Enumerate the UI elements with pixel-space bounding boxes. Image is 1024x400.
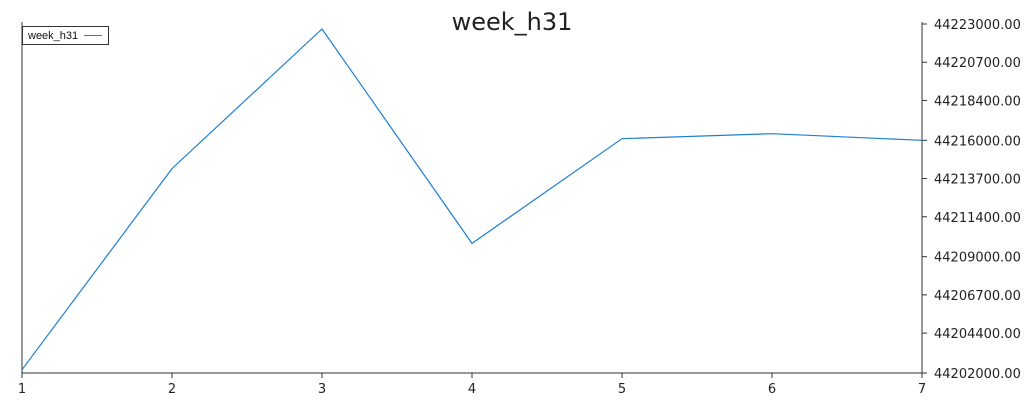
y-tick-label: 44202000.00 bbox=[934, 367, 1021, 382]
x-tick-label: 6 bbox=[768, 382, 776, 397]
x-tick-label: 3 bbox=[318, 382, 326, 397]
y-tick-label: 44209000.00 bbox=[934, 251, 1021, 266]
y-tick-label: 44218400.00 bbox=[934, 94, 1021, 109]
y-tick-label: 44220700.00 bbox=[934, 56, 1021, 71]
y-tick-label: 44213700.00 bbox=[934, 173, 1021, 188]
series-line bbox=[22, 29, 922, 370]
y-tick-label: 44206700.00 bbox=[934, 289, 1021, 304]
x-tick-label: 4 bbox=[468, 382, 476, 397]
y-tick-label: 44211400.00 bbox=[934, 211, 1021, 226]
y-tick-label: 44204400.00 bbox=[934, 327, 1021, 342]
x-tick-label: 7 bbox=[918, 382, 926, 397]
y-tick-label: 44216000.00 bbox=[934, 134, 1021, 149]
x-tick-label: 1 bbox=[18, 382, 26, 397]
x-tick-label: 2 bbox=[168, 382, 176, 397]
x-tick-label: 5 bbox=[618, 382, 626, 397]
y-tick-label: 44223000.00 bbox=[934, 18, 1021, 33]
